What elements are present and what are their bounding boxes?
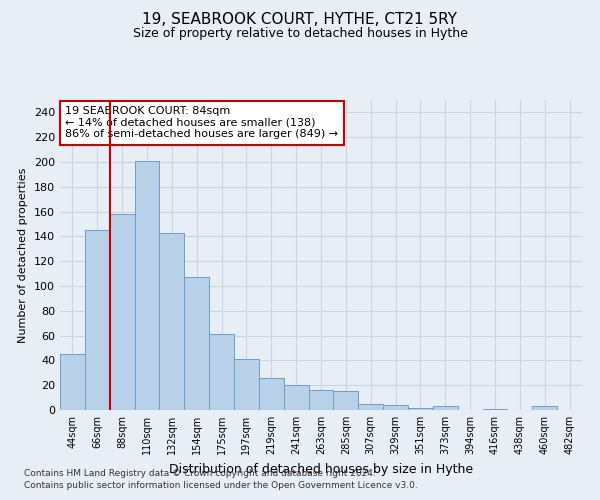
Bar xyxy=(160,232,184,410)
X-axis label: Distribution of detached houses by size in Hythe: Distribution of detached houses by size … xyxy=(169,462,473,475)
Bar xyxy=(358,404,383,410)
Bar xyxy=(85,230,110,410)
Bar xyxy=(482,409,508,410)
Bar xyxy=(134,161,160,410)
Bar xyxy=(184,278,209,410)
Bar xyxy=(259,378,284,410)
Bar xyxy=(60,354,85,410)
Bar xyxy=(408,408,433,410)
Bar xyxy=(433,406,458,410)
Bar xyxy=(110,214,134,410)
Bar xyxy=(383,405,408,410)
Bar xyxy=(532,406,557,410)
Text: Contains HM Land Registry data © Crown copyright and database right 2024.: Contains HM Land Registry data © Crown c… xyxy=(24,468,376,477)
Text: 19 SEABROOK COURT: 84sqm
← 14% of detached houses are smaller (138)
86% of semi-: 19 SEABROOK COURT: 84sqm ← 14% of detach… xyxy=(65,106,338,140)
Bar xyxy=(284,385,308,410)
Bar xyxy=(234,359,259,410)
Y-axis label: Number of detached properties: Number of detached properties xyxy=(19,168,28,342)
Text: Contains public sector information licensed under the Open Government Licence v3: Contains public sector information licen… xyxy=(24,481,418,490)
Bar xyxy=(334,392,358,410)
Text: 19, SEABROOK COURT, HYTHE, CT21 5RY: 19, SEABROOK COURT, HYTHE, CT21 5RY xyxy=(143,12,458,28)
Bar xyxy=(209,334,234,410)
Bar xyxy=(308,390,334,410)
Text: Size of property relative to detached houses in Hythe: Size of property relative to detached ho… xyxy=(133,28,467,40)
